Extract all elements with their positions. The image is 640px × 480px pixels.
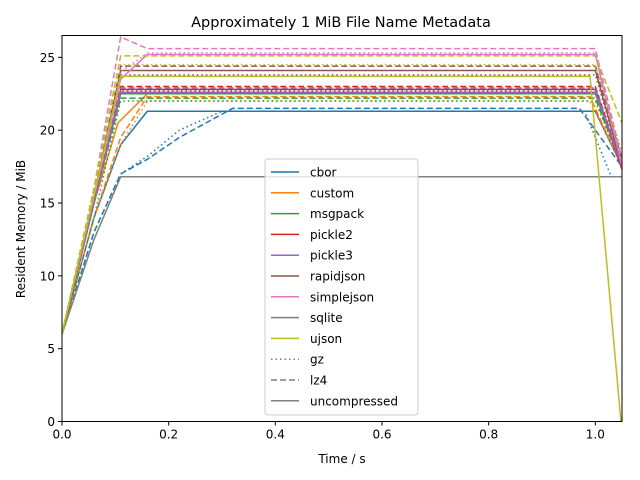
x-tick-label: 0.8 <box>479 428 498 442</box>
legend-label: gz <box>310 353 324 367</box>
series-line-18 <box>62 36 622 335</box>
y-tick-label: 0 <box>47 415 55 429</box>
x-axis-ticks: 0.0 0.2 0.4 0.6 0.8 1.0 <box>52 421 605 442</box>
x-tick-label: 0.0 <box>52 428 71 442</box>
legend-label: custom <box>310 186 354 200</box>
x-axis-label: Time / s <box>317 452 365 466</box>
legend-label: uncompressed <box>310 394 398 408</box>
legend-label: pickle3 <box>310 249 353 263</box>
series-line-2 <box>62 110 613 335</box>
series-line-12 <box>62 91 622 335</box>
legend-label: pickle2 <box>310 228 353 242</box>
x-tick-label: 1.0 <box>586 428 605 442</box>
x-tick-label: 0.6 <box>372 428 391 442</box>
legend-label: ujson <box>310 332 342 346</box>
series-line-13 <box>62 87 622 335</box>
legend-box <box>264 158 419 416</box>
series-line-21 <box>62 75 622 422</box>
y-tick-label: 20 <box>40 124 55 138</box>
y-tick-label: 10 <box>40 269 55 283</box>
series-line-8 <box>62 100 622 335</box>
chart-title: Approximately 1 MiB File Name Metadata <box>191 15 491 31</box>
y-tick-label: 25 <box>40 51 55 65</box>
axes-frame <box>61 35 623 422</box>
series-line-4 <box>62 95 622 335</box>
x-tick-label: 0.4 <box>266 428 285 442</box>
legend-label: cbor <box>310 166 337 180</box>
legend-label: simplejson <box>310 290 374 304</box>
series-line-7 <box>62 97 622 335</box>
y-tick-label: 15 <box>40 197 55 211</box>
x-tick-label: 0.2 <box>159 428 178 442</box>
legend-label: sqlite <box>310 311 343 325</box>
legend-label: lz4 <box>310 374 327 388</box>
series-line-23 <box>62 63 622 335</box>
legend-label: rapidjson <box>310 270 365 284</box>
y-axis-label: Resident Memory / MiB <box>14 160 28 298</box>
legend: cbor custom msgpack pickle2 pickle3 rapidjson… <box>264 158 419 416</box>
y-tick-label: 5 <box>47 342 55 356</box>
series-line-10 <box>62 85 622 335</box>
y-axis-ticks: 0 5 10 15 20 25 <box>40 51 62 429</box>
legend-label: msgpack <box>310 207 364 221</box>
